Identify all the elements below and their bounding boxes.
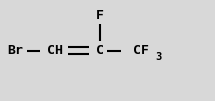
Text: F: F bbox=[96, 9, 104, 22]
Text: Br: Br bbox=[7, 44, 23, 57]
Text: 3: 3 bbox=[155, 52, 161, 62]
Text: CF: CF bbox=[133, 44, 149, 57]
Text: CH: CH bbox=[47, 44, 63, 57]
Text: C: C bbox=[96, 44, 104, 57]
